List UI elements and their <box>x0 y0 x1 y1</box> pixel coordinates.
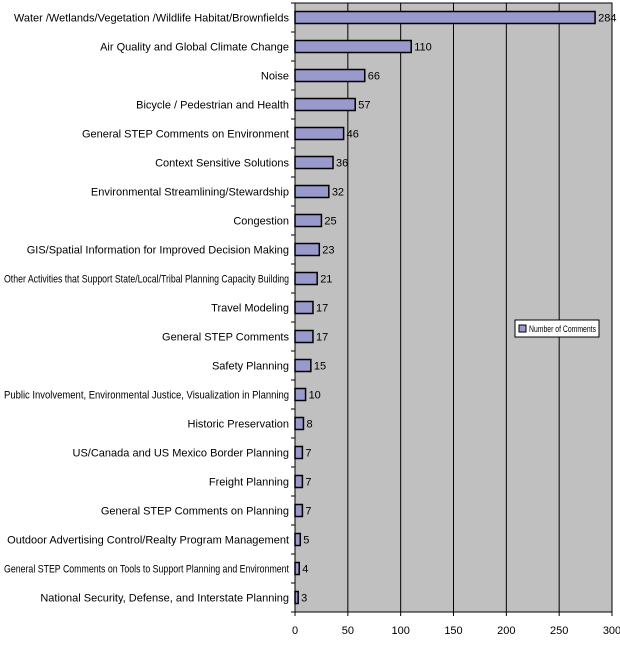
data-label: 32 <box>332 187 344 199</box>
data-label: 66 <box>368 71 380 83</box>
category-label: General STEP Comments on Environment <box>82 129 289 141</box>
bar <box>294 590 299 605</box>
legend: Number of Comments <box>514 319 600 338</box>
bar <box>294 155 334 170</box>
category-label: Environmental Streamlining/Stewardship <box>91 187 289 199</box>
bar <box>294 445 304 460</box>
category-label: General STEP Comments <box>162 332 289 344</box>
data-label: 57 <box>358 100 370 112</box>
bar <box>294 126 345 141</box>
legend-box <box>514 319 600 338</box>
data-label: 36 <box>336 158 348 170</box>
x-tick-label: 300 <box>603 625 620 637</box>
x-tick-label: 0 <box>292 625 298 637</box>
category-label: Freight Planning <box>209 477 289 489</box>
bar <box>294 184 330 199</box>
category-label: Congestion <box>233 216 289 228</box>
legend-swatch <box>518 324 527 333</box>
data-label: 25 <box>324 216 336 228</box>
data-label: 3 <box>301 593 307 605</box>
legend-label: Number of Comments <box>529 324 596 334</box>
data-label: 8 <box>306 419 312 431</box>
x-tick-label: 200 <box>497 625 515 637</box>
bar <box>294 416 305 431</box>
bar <box>294 300 314 315</box>
data-label: 7 <box>305 448 311 460</box>
category-label: National Security, Defense, and Intersta… <box>40 593 289 605</box>
category-label: Noise <box>261 71 289 83</box>
category-label: Public Involvement, Environmental Justic… <box>4 390 289 402</box>
data-label: 4 <box>302 564 308 576</box>
category-label: Travel Modeling <box>211 303 289 315</box>
category-label: Historic Preservation <box>188 419 289 431</box>
data-label: 7 <box>305 477 311 489</box>
data-label: 21 <box>320 274 332 286</box>
bar <box>294 39 412 54</box>
bar <box>294 329 314 344</box>
x-tick-label: 50 <box>342 625 354 637</box>
data-label: 17 <box>316 303 328 315</box>
bar <box>294 10 596 25</box>
bar <box>294 532 302 547</box>
category-label: Other Activities that Support State/Loca… <box>4 274 289 286</box>
x-tick-label: 100 <box>391 625 409 637</box>
category-label: General STEP Comments on Planning <box>101 506 289 518</box>
category-label: Context Sensitive Solutions <box>155 158 289 170</box>
bar <box>294 387 307 402</box>
data-label: 23 <box>322 245 334 257</box>
data-label: 46 <box>347 129 359 141</box>
bar <box>294 561 300 576</box>
bar <box>294 358 312 373</box>
x-tick-label: 250 <box>550 625 568 637</box>
bar <box>294 242 321 257</box>
category-label: Bicycle / Pedestrian and Health <box>136 100 289 112</box>
category-label: Air Quality and Global Climate Change <box>100 42 289 54</box>
data-label: 284 <box>598 13 616 25</box>
category-label: GIS/Spatial Information for Improved Dec… <box>27 245 289 257</box>
bar <box>294 97 356 112</box>
category-label: Water /Wetlands/Vegetation /Wildlife Hab… <box>14 13 290 25</box>
data-label: 7 <box>305 506 311 518</box>
bar <box>294 68 366 83</box>
category-label: US/Canada and US Mexico Border Planning <box>73 448 289 460</box>
x-tick-label: 150 <box>444 625 462 637</box>
data-label: 17 <box>316 332 328 344</box>
bar <box>294 503 304 518</box>
data-label: 10 <box>309 390 321 402</box>
data-label: 15 <box>314 361 326 373</box>
bar <box>294 213 323 228</box>
data-label: 110 <box>414 42 432 54</box>
bar <box>294 474 304 489</box>
category-label: General STEP Comments on Tools to Suppor… <box>4 564 289 576</box>
category-label: Outdoor Advertising Control/Realty Progr… <box>7 535 289 547</box>
bar <box>294 271 318 286</box>
category-label: Safety Planning <box>212 361 289 373</box>
data-label: 5 <box>303 535 309 547</box>
